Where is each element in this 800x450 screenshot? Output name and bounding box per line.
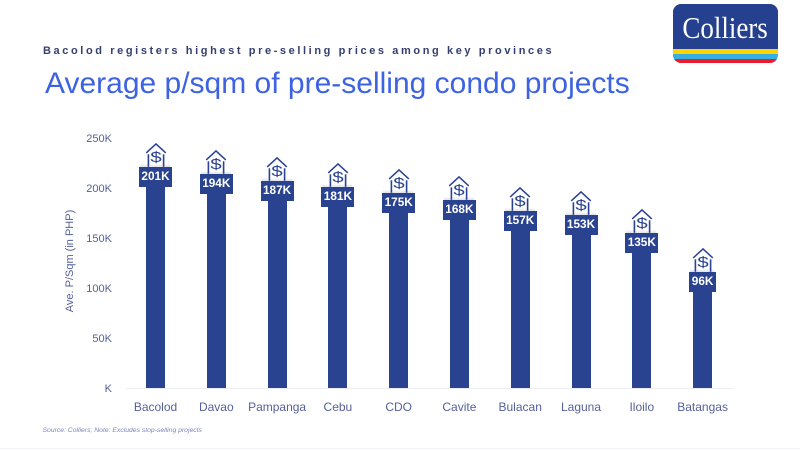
svg-text:$: $ <box>515 193 527 210</box>
svg-text:$: $ <box>332 169 344 186</box>
svg-text:$: $ <box>150 149 162 166</box>
svg-text:$: $ <box>393 175 405 192</box>
svg-text:$: $ <box>636 215 648 232</box>
svg-text:$: $ <box>697 254 709 271</box>
svg-text:$: $ <box>454 182 466 199</box>
svg-text:$: $ <box>271 163 283 180</box>
svg-text:$: $ <box>575 197 587 214</box>
svg-text:$: $ <box>211 156 223 173</box>
